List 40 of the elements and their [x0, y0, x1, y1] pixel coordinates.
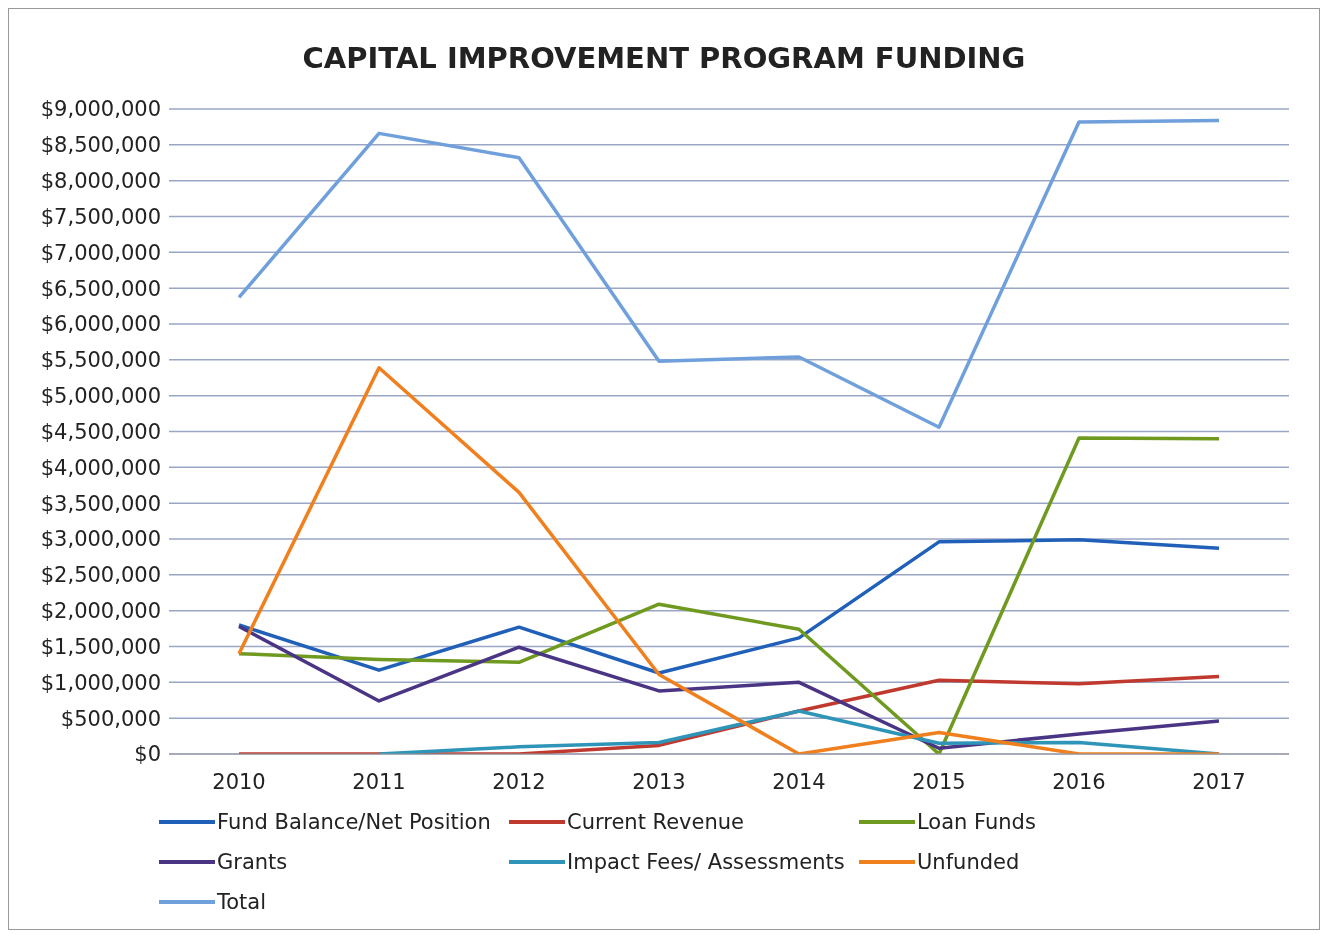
legend-label: Impact Fees/ Assessments: [567, 850, 845, 874]
line-series: [237, 624, 1221, 751]
legend-label: Unfunded: [917, 850, 1020, 874]
y-tick-label: $0: [134, 742, 161, 767]
x-tick-label: 2017: [1192, 769, 1246, 794]
line-series: [237, 365, 1221, 754]
legend-label: Fund Balance/Net Position: [217, 810, 491, 834]
line-series: [237, 436, 1221, 754]
y-tick-label: $1,500,000: [40, 634, 161, 659]
legend-label: Total: [217, 890, 267, 914]
y-tick-label: $4,500,000: [40, 419, 161, 444]
y-tick-label: $8,000,000: [40, 169, 161, 194]
y-tick-label: $7,000,000: [40, 240, 161, 265]
y-tick-label: $9,000,000: [40, 97, 161, 122]
y-tick-label: $6,500,000: [40, 276, 161, 301]
line-series: [237, 537, 1221, 675]
y-tick-label: $7,500,000: [40, 204, 161, 229]
y-tick-label: $2,000,000: [40, 599, 161, 624]
x-tick-label: 2011: [352, 769, 406, 794]
legend-label: Current Revenue: [567, 810, 745, 834]
y-tick-label: $3,500,000: [40, 491, 161, 516]
line-series: [237, 118, 1221, 429]
legend-label: Grants: [217, 850, 288, 874]
chart-title: CAPITAL IMPROVEMENT PROGRAM FUNDING: [301, 40, 1027, 75]
x-tick-label: 2012: [492, 769, 546, 794]
y-tick-label: $3,000,000: [40, 527, 161, 552]
x-tick-label: 2013: [632, 769, 686, 794]
y-tick-label: $5,500,000: [40, 348, 161, 373]
y-tick-label: $4,000,000: [40, 455, 161, 480]
y-tick-label: $500,000: [60, 706, 161, 731]
y-tick-label: $2,500,000: [40, 563, 161, 588]
legend-label: Loan Funds: [917, 810, 1036, 834]
x-tick-label: 2015: [912, 769, 966, 794]
y-tick-label: $8,500,000: [40, 133, 161, 158]
y-tick-label: $6,000,000: [40, 312, 161, 337]
x-tick-label: 2014: [772, 769, 826, 794]
y-tick-label: $5,000,000: [40, 384, 161, 409]
x-tick-label: 2016: [1052, 769, 1106, 794]
x-tick-label: 2010: [212, 769, 266, 794]
y-tick-label: $1,000,000: [40, 670, 161, 695]
